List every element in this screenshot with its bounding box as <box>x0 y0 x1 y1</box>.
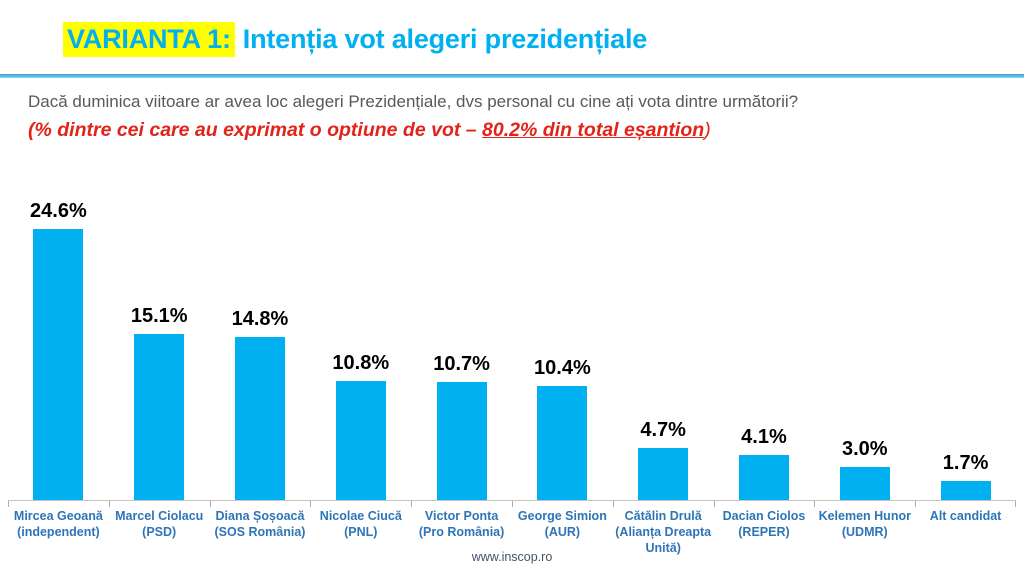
bar-value-label: 3.0% <box>841 438 888 460</box>
category-label: Dacian Ciolos (REPER) <box>722 509 806 539</box>
bar <box>335 381 386 500</box>
category-label: Diana Șoșoacă (SOS România) <box>214 509 306 539</box>
variant-badge: VARIANTA 1: <box>63 22 235 57</box>
bar-column: 10.8% <box>310 170 411 500</box>
category-label: Marcel Ciolacu (PSD) <box>115 509 204 539</box>
bar-value-label: 15.1% <box>130 305 188 327</box>
bar-chart: 24.6% 15.1% 14.8% 10.8% 10.7% 10.4% 4.7% 4.1% 3.… <box>8 170 1016 570</box>
bar-value-label: 4.1% <box>741 426 787 448</box>
category-label: George Simion (AUR) <box>517 509 607 539</box>
bar-value-label: 10.8% <box>332 352 390 374</box>
x-axis <box>8 500 1016 507</box>
axis-tick <box>713 501 715 507</box>
axis-tick <box>612 501 614 507</box>
category-label: Cătălin Drulă (Alianța Dreapta Unită) <box>615 509 712 555</box>
question-text: Dacă duminica viitoare ar avea loc alege… <box>28 92 799 111</box>
category-label: Nicolae Ciucă (PNL) <box>319 509 402 539</box>
note-prefix: (% dintre cei care au exprimat o optiune… <box>28 119 483 141</box>
bar <box>839 467 890 500</box>
bar-column: 10.7% <box>411 170 512 500</box>
bar-value-label: 10.7% <box>433 353 490 375</box>
note-suffix: ) <box>704 119 711 141</box>
note-highlight: 80.2% din total eșantion <box>482 119 705 141</box>
header-divider <box>0 74 1024 78</box>
bar-column: 10.4% <box>512 170 613 500</box>
axis-tick <box>310 501 312 507</box>
bar-column: 4.7% <box>613 170 714 500</box>
bar <box>33 229 84 500</box>
axis-tick <box>814 501 816 507</box>
footer-website: www.inscop.ro <box>471 550 553 564</box>
bar <box>134 334 185 500</box>
bar-column: 15.1% <box>109 170 210 500</box>
bar-column: 24.6% <box>8 170 109 500</box>
footer: www.inscop.ro <box>0 550 1024 564</box>
bar-value-label: 14.8% <box>231 308 289 330</box>
axis-tick <box>8 501 9 507</box>
bars-row: 24.6% 15.1% 14.8% 10.8% 10.7% 10.4% 4.7% 4.1% 3.… <box>8 170 1016 500</box>
bar-column: 3.0% <box>814 170 915 500</box>
axis-tick <box>915 501 917 507</box>
axis-tick <box>1015 501 1016 507</box>
bar-column: 1.7% <box>915 170 1016 500</box>
question-block: Dacă duminica viitoare ar avea loc alege… <box>28 92 798 142</box>
bar <box>537 386 588 500</box>
bar-value-label: 24.6% <box>30 200 87 222</box>
bar <box>738 455 789 500</box>
page-title: Intenția vot alegeri prezidențiale <box>242 24 648 54</box>
bar <box>436 382 487 500</box>
bar-value-label: 1.7% <box>942 452 989 474</box>
question-note: (% dintre cei care au exprimat o optiune… <box>28 119 798 142</box>
page-header: VARIANTA 1: Intenția vot alegeri preziden… <box>63 22 648 57</box>
axis-tick <box>411 501 413 507</box>
category-label: Mircea Geoană (independent) <box>13 509 103 539</box>
category-label: Alt candidat <box>929 509 1002 523</box>
category-label: Victor Ponta (Pro România) <box>418 509 505 539</box>
bar-column: 4.1% <box>714 170 815 500</box>
labels-row: Mircea Geoană (independent) Marcel Ciolacu… <box>8 508 1016 556</box>
bar-column: 14.8% <box>210 170 311 500</box>
bar <box>234 337 285 500</box>
bar-value-label: 10.4% <box>534 357 591 379</box>
bar-value-label: 4.7% <box>640 419 686 441</box>
axis-tick <box>512 501 513 507</box>
category-label: Kelemen Hunor (UDMR) <box>818 509 911 539</box>
axis-tick <box>209 501 211 507</box>
bar <box>940 481 991 500</box>
axis-tick <box>108 501 110 507</box>
bar <box>638 448 689 500</box>
